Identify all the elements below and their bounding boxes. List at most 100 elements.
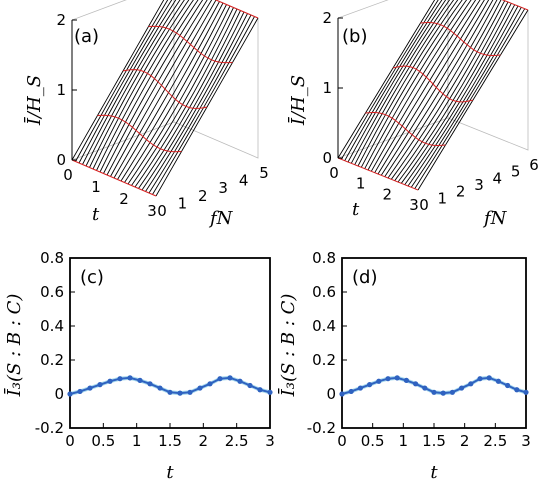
fn-tick-label-a: 1 bbox=[178, 194, 188, 212]
x-tick-label-d: 0.5 bbox=[361, 432, 385, 450]
mesh-accent-line-b bbox=[337, 157, 419, 191]
y-tick-label-d: 0 bbox=[326, 385, 336, 403]
panel-label-c: (c) bbox=[80, 267, 104, 288]
x-tick-label-c: 1 bbox=[132, 432, 142, 450]
panel-label-b: (b) bbox=[342, 26, 367, 47]
data-point-d bbox=[422, 385, 428, 391]
fn-tick-label-b: 3 bbox=[474, 176, 484, 194]
x-tick-label-c: 3 bbox=[265, 432, 275, 450]
mesh-accent-line-a bbox=[214, 0, 259, 19]
data-point-c bbox=[167, 389, 173, 395]
surface-mesh-a bbox=[71, 0, 259, 197]
fn-tick-label-b: 4 bbox=[493, 169, 503, 187]
y-tick-label-d: -0.2 bbox=[307, 419, 336, 437]
data-point-c bbox=[97, 382, 103, 388]
series-d bbox=[339, 375, 529, 397]
data-point-d bbox=[477, 376, 483, 382]
data-point-c bbox=[197, 385, 203, 391]
x-tick-label-d: 1 bbox=[399, 432, 409, 450]
data-point-d bbox=[505, 382, 511, 389]
ylabel-d: Ī₃(S : B : C) bbox=[276, 294, 299, 398]
data-point-c bbox=[77, 388, 83, 395]
fn-tick-label-a: 3 bbox=[218, 179, 228, 197]
ylabel-a: fN bbox=[208, 208, 234, 229]
z-tick-label-b: 0 bbox=[322, 149, 332, 167]
xlabel-d: t bbox=[430, 462, 438, 483]
data-point-d bbox=[357, 385, 363, 391]
mesh-accent-line-b bbox=[420, 22, 501, 56]
data-point-c bbox=[217, 376, 223, 382]
plot-frame-c bbox=[69, 257, 271, 429]
data-point-d bbox=[376, 378, 382, 384]
line-panel-d: -0.200.20.40.60.80 0.5 1 1.5 2 2.5 3 (d) Ī₃(S … bbox=[276, 249, 531, 483]
xlabel-b: t bbox=[352, 199, 360, 220]
data-point-d bbox=[514, 387, 520, 393]
x-tick-label-d: 0 bbox=[337, 432, 347, 450]
axis-ticks-d: -0.200.20.40.60.80 0.5 1 1.5 2 2.5 3 bbox=[307, 249, 531, 450]
xlabel-c: t bbox=[166, 462, 174, 483]
y-tick-label-c: 0 bbox=[54, 385, 64, 403]
mesh-accent-line-a bbox=[71, 159, 157, 197]
t-tick-label-a: 3 bbox=[147, 202, 157, 220]
y-tick-label-c: 0.8 bbox=[40, 249, 64, 267]
y-tick-label-d: 0.6 bbox=[312, 283, 336, 301]
data-point-d bbox=[403, 377, 409, 383]
data-point-d bbox=[495, 378, 501, 384]
mesh-accent-line-b bbox=[501, 0, 529, 11]
ylabel-b: fN bbox=[482, 208, 508, 229]
data-point-c bbox=[157, 385, 163, 391]
data-point-c bbox=[107, 378, 113, 384]
mesh-accent-line-a bbox=[122, 69, 208, 109]
fn-tick-label-b: 1 bbox=[438, 189, 448, 207]
axis-ticks-c: -0.200.20.40.60.80 0.5 1 1.5 2 2.5 3 bbox=[35, 249, 275, 450]
series-c bbox=[67, 375, 273, 397]
x-tick-label-d: 2.5 bbox=[483, 432, 507, 450]
data-point-c bbox=[247, 382, 253, 389]
z-tick-label-a: 0 bbox=[56, 151, 66, 169]
t-tick-label-b: 0 bbox=[329, 164, 339, 182]
data-point-c bbox=[267, 389, 273, 395]
mesh-accent-line-a bbox=[97, 114, 182, 153]
surface-mesh-b bbox=[337, 0, 529, 191]
x-tick-label-c: 0.5 bbox=[91, 432, 115, 450]
data-point-c bbox=[147, 381, 153, 387]
fn-tick-label-a: 4 bbox=[239, 172, 249, 190]
data-point-c bbox=[67, 391, 73, 397]
z-tick-label-a: 2 bbox=[56, 11, 66, 29]
data-point-c bbox=[207, 381, 213, 387]
fn-tick-label-b: 0 bbox=[419, 196, 429, 214]
fn-tick-label-a: 5 bbox=[259, 164, 269, 182]
data-point-c bbox=[127, 375, 133, 381]
data-point-d bbox=[367, 382, 373, 388]
fn-tick-label-b: 2 bbox=[456, 183, 466, 201]
y-tick-label-d: 0.2 bbox=[312, 351, 336, 369]
y-tick-label-c: 0.6 bbox=[40, 283, 64, 301]
panel-label-d: (d) bbox=[352, 267, 377, 288]
fn-tick-label-a: 0 bbox=[157, 202, 167, 220]
fn-tick-label-b: 6 bbox=[529, 156, 539, 174]
data-point-c bbox=[187, 389, 193, 395]
data-point-d bbox=[459, 385, 465, 391]
data-point-d bbox=[449, 389, 455, 395]
data-point-d bbox=[385, 376, 391, 382]
t-tick-label-a: 0 bbox=[63, 166, 73, 184]
x-tick-label-d: 2 bbox=[460, 432, 470, 450]
x-tick-label-c: 0 bbox=[65, 432, 75, 450]
fn-tick-label-b: 5 bbox=[511, 163, 521, 181]
data-point-d bbox=[348, 388, 354, 395]
y-tick-label-c: 0.4 bbox=[40, 317, 64, 335]
mesh-accent-line-a bbox=[148, 25, 233, 64]
x-tick-label-d: 1.5 bbox=[422, 432, 446, 450]
x-tick-label-c: 1.5 bbox=[158, 432, 182, 450]
data-point-d bbox=[339, 391, 345, 397]
data-point-c bbox=[117, 376, 123, 382]
ylabel-c: Ī₃(S : B : C) bbox=[2, 294, 25, 398]
zlabel-b: Ī/H_S bbox=[286, 75, 309, 126]
y-tick-label-d: 0.8 bbox=[312, 249, 336, 267]
t-tick-label-b: 2 bbox=[383, 185, 393, 203]
data-point-c bbox=[137, 377, 143, 383]
data-point-d bbox=[431, 389, 437, 395]
